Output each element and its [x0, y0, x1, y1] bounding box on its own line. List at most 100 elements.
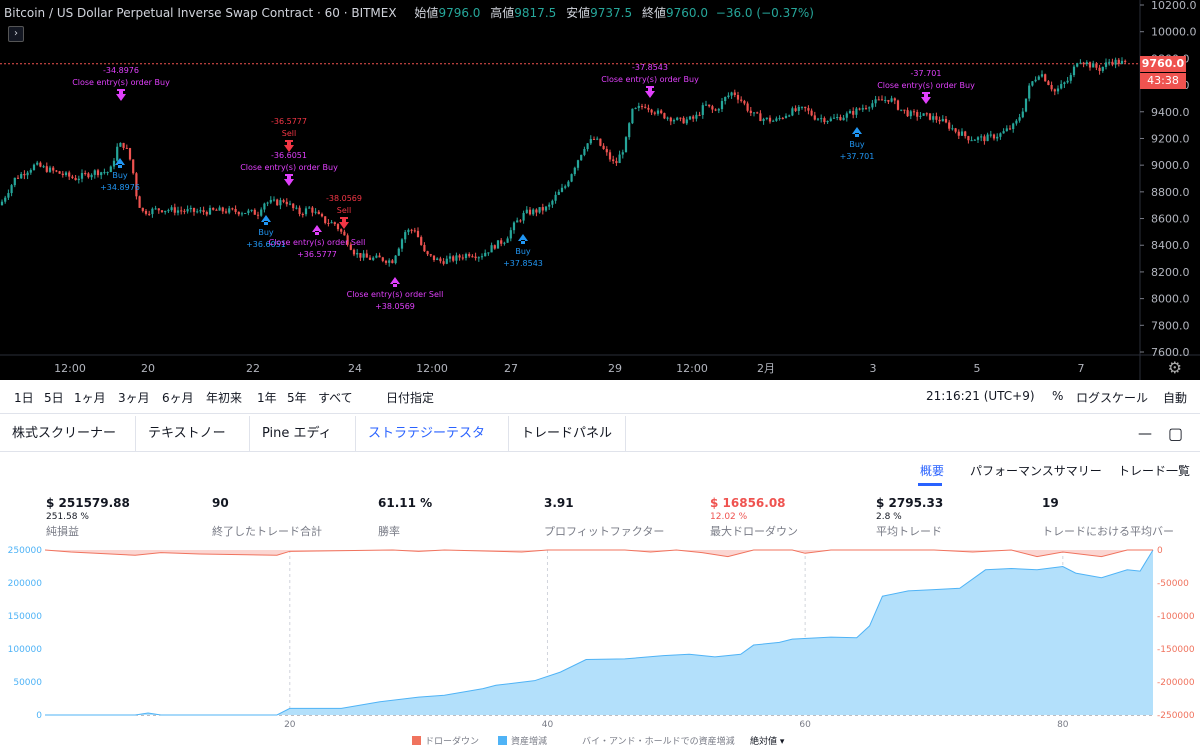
time-tick-label: 12:00 [54, 362, 86, 375]
tab-pine-editor[interactable]: Pine エディタ [250, 416, 356, 477]
tab-trade-list[interactable]: トレード一覧 [1118, 464, 1191, 478]
candle-body [1028, 85, 1031, 99]
candle-body [634, 107, 637, 109]
marker-bar [285, 140, 293, 142]
arrow-up-icon [312, 225, 322, 235]
range-5d[interactable]: 5日 [44, 391, 64, 405]
candle-body [122, 142, 125, 148]
candle-body [516, 220, 519, 223]
candle-body [84, 173, 87, 175]
range-1y[interactable]: 1年 [257, 391, 277, 405]
auto-scale-toggle[interactable]: 自動 [1163, 391, 1188, 405]
legend-equity[interactable]: 資産増減 [498, 734, 547, 747]
marker-label: Close entry(s) order Buy [72, 78, 170, 87]
candle-body [1040, 74, 1044, 77]
candle-body [112, 160, 116, 167]
maximize-icon[interactable]: ▢ [1168, 424, 1184, 443]
stat-label: トレードにおける平均バー [1042, 525, 1174, 538]
range-1d[interactable]: 1日 [14, 391, 34, 405]
minimize-icon[interactable]: — [1138, 426, 1152, 442]
clock[interactable]: 21:16:21 (UTC+9) [926, 389, 1035, 403]
candle-body [4, 197, 7, 202]
stat-value: $ 251579.88 [46, 496, 130, 510]
marker-bar [340, 217, 348, 219]
expand-legend-button[interactable]: › [8, 26, 24, 42]
candle-body [39, 162, 42, 167]
candle-body [135, 173, 138, 197]
candle-body [308, 207, 311, 209]
candle-body [564, 186, 567, 188]
candle-body [1114, 59, 1117, 65]
candle-body [1098, 67, 1101, 71]
candle-body [666, 117, 669, 119]
tab-performance-summary[interactable]: パフォーマンスサマリー [970, 464, 1102, 478]
price-tick-label: 7800.0 [1151, 319, 1190, 332]
candle-body [378, 255, 381, 258]
gear-icon[interactable]: ⚙ [1167, 358, 1182, 377]
candle-body [455, 255, 458, 261]
range-ytd[interactable]: 年初来 [206, 391, 243, 405]
tab-strategy-tester[interactable]: ストラテジーテスター [356, 416, 509, 477]
candle-body [1066, 80, 1069, 83]
candle-body [570, 174, 573, 182]
candle-body [413, 230, 416, 232]
stat-label: 勝率 [378, 525, 400, 538]
range-6m[interactable]: 6ヶ月 [162, 391, 194, 405]
candle-body [432, 255, 436, 261]
range-3m[interactable]: 3ヶ月 [118, 391, 150, 405]
legend-drawdown[interactable]: ドローダウン [412, 734, 479, 747]
candle-body [631, 108, 634, 124]
candle-body [1024, 98, 1028, 112]
time-tick-label: 12:00 [416, 362, 448, 375]
percent-toggle[interactable]: % [1052, 389, 1064, 403]
tab-stock-screener[interactable]: 株式スクリーナー ⌄ [0, 416, 136, 476]
candlestick-chart[interactable]: 10200.010000.09800.09600.09400.09200.090… [0, 0, 1200, 380]
trade-marker: Close entry(s) order Sell +38.0569 [347, 277, 443, 311]
candle-body [240, 213, 244, 215]
log-scale-toggle[interactable]: ログスケール [1076, 391, 1149, 405]
candle-body [304, 208, 308, 215]
candle-body [1117, 59, 1120, 64]
legend-buy-hold[interactable]: バイ・アンド・ホールドでの資産増減 [582, 737, 735, 747]
candle-body [976, 137, 980, 140]
candle-body [839, 116, 842, 121]
range-1m[interactable]: 1ヶ月 [74, 391, 106, 405]
time-tick-label: 20 [141, 362, 155, 375]
candle-body [794, 108, 797, 111]
candle-body [1082, 62, 1085, 65]
candle-body [599, 138, 602, 146]
absolute-value-dropdown[interactable]: 絶対値 ▾ [750, 737, 785, 747]
candle-body [650, 109, 653, 113]
equity-left-tick: 150000 [8, 612, 43, 622]
candle-body [295, 207, 298, 209]
candle-body [679, 117, 682, 119]
candle-body [880, 99, 884, 101]
candle-body [58, 171, 61, 174]
candle-body [151, 208, 154, 215]
tab-text-notes[interactable]: テキストノート [136, 416, 250, 477]
arrow-down-icon [284, 176, 294, 186]
equity-right-tick: -250000 [1157, 711, 1195, 721]
candle-body [557, 191, 560, 195]
candle-body [180, 210, 183, 212]
candle-body [93, 170, 96, 175]
candle-body [36, 162, 39, 165]
marker-label: -37.701 [911, 69, 942, 78]
candle-body [423, 244, 426, 252]
candle-body [816, 118, 820, 120]
trade-marker: -36.6051 Close entry(s) order Buy [240, 151, 338, 186]
range-5y[interactable]: 5年 [287, 391, 307, 405]
strategy-sub-tabs: 概要 パフォーマンスサマリー トレード一覧 [0, 454, 1200, 486]
candles [0, 57, 1127, 267]
range-all[interactable]: すべて [318, 391, 353, 405]
candle-body [71, 176, 74, 178]
tab-overview[interactable]: 概要 [920, 464, 945, 478]
candle-body [128, 148, 132, 160]
tab-trading-panel[interactable]: トレードパネル [509, 416, 626, 452]
candle-body [660, 110, 663, 114]
candle-body [349, 244, 352, 250]
price-chart[interactable]: 10200.010000.09800.09600.09400.09200.090… [0, 0, 1200, 380]
open-label: 始値 [414, 6, 439, 20]
date-range-button[interactable]: 日付指定 [386, 391, 435, 405]
equity-chart[interactable]: 20 40 60 80 250000 200000 150000 100000 50000 0 0 -… [0, 545, 1200, 731]
